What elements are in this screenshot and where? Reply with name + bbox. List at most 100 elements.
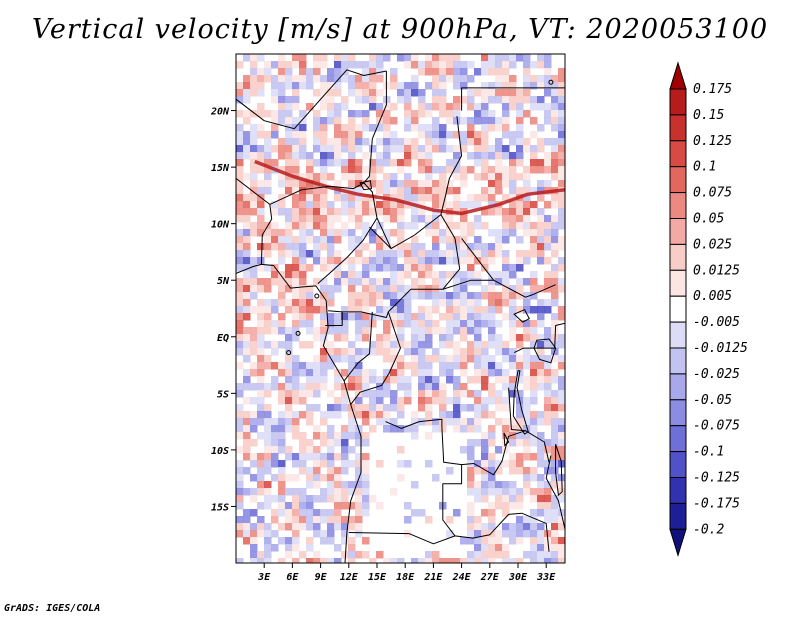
- field-cell: [369, 411, 377, 419]
- field-cell: [341, 334, 349, 342]
- field-cell: [523, 229, 531, 237]
- colorbar-label: -0.1: [693, 445, 724, 460]
- field-cell: [502, 481, 510, 489]
- field-cell: [488, 411, 496, 419]
- field-cell: [327, 453, 335, 461]
- field-cell: [334, 54, 342, 62]
- field-cell: [348, 215, 356, 223]
- field-cell: [390, 180, 398, 188]
- field-cell: [313, 61, 321, 69]
- field-cell: [523, 110, 531, 118]
- field-cell: [355, 467, 363, 475]
- y-tick-label: 15S: [211, 502, 229, 513]
- field-cell: [362, 383, 370, 391]
- field-cell: [439, 166, 447, 174]
- field-cell: [250, 348, 258, 356]
- field-cell: [292, 495, 300, 503]
- field-cell: [278, 509, 286, 517]
- field-cell: [313, 467, 321, 475]
- field-cell: [425, 145, 433, 153]
- colorbar-segment: [669, 373, 687, 401]
- field-cell: [495, 537, 503, 545]
- field-cell: [502, 495, 510, 503]
- field-cell: [278, 439, 286, 447]
- field-cell: [383, 264, 391, 272]
- field-cell: [271, 348, 279, 356]
- field-cell: [285, 145, 293, 153]
- field-cell: [264, 250, 272, 258]
- field-cell: [271, 75, 279, 83]
- field-cell: [425, 159, 433, 167]
- field-cell: [418, 145, 426, 153]
- longitude-ticks: 3E 6E 9E 12E 15E 18E 21E 24E 27E 30E 33E: [257, 563, 556, 583]
- field-cell: [299, 383, 307, 391]
- field-cell: [264, 418, 272, 426]
- field-cell: [292, 558, 300, 563]
- field-cell: [453, 131, 461, 139]
- field-cell: [243, 453, 251, 461]
- field-cell: [397, 404, 405, 412]
- field-cell: [348, 369, 356, 377]
- field-cell: [544, 530, 552, 538]
- field-cell: [320, 516, 328, 524]
- field-cell: [425, 229, 433, 237]
- field-cell: [369, 75, 377, 83]
- field-cell: [453, 362, 461, 370]
- field-cell: [348, 362, 356, 370]
- field-cell: [327, 327, 335, 335]
- field-cell: [334, 334, 342, 342]
- field-cell: [411, 348, 419, 356]
- field-cell: [516, 355, 524, 363]
- field-cell: [453, 313, 461, 321]
- field-cell: [334, 229, 342, 237]
- field-cell: [369, 313, 377, 321]
- field-cell: [544, 285, 552, 293]
- field-cell: [495, 54, 503, 62]
- field-cell: [523, 180, 531, 188]
- field-cell: [502, 54, 510, 62]
- field-cell: [348, 558, 356, 563]
- field-cell: [537, 194, 545, 202]
- field-cell: [488, 481, 496, 489]
- field-cell: [404, 82, 412, 90]
- field-cell: [467, 404, 475, 412]
- field-cell: [481, 432, 489, 440]
- field-cell: [481, 138, 489, 146]
- field-cell: [348, 173, 356, 181]
- field-cell: [271, 544, 279, 552]
- field-cell: [404, 61, 412, 69]
- field-cell: [390, 397, 398, 405]
- field-cell: [264, 236, 272, 244]
- field-cell: [439, 383, 447, 391]
- field-cell: [327, 75, 335, 83]
- field-cell: [236, 159, 244, 167]
- field-cell: [502, 89, 510, 97]
- field-cell: [558, 159, 565, 167]
- field-cell: [369, 348, 377, 356]
- field-cell: [516, 390, 524, 398]
- field-cell: [341, 383, 349, 391]
- field-cell: [264, 383, 272, 391]
- field-cell: [320, 453, 328, 461]
- field-cell: [334, 481, 342, 489]
- field-cell: [460, 117, 468, 125]
- field-cell: [299, 432, 307, 440]
- field-cell: [306, 159, 314, 167]
- field-cell: [432, 187, 440, 195]
- field-cell: [558, 222, 565, 230]
- field-cell: [243, 152, 251, 160]
- field-cell: [551, 446, 559, 454]
- field-cell: [236, 96, 244, 104]
- field-cell: [369, 341, 377, 349]
- field-cell: [460, 96, 468, 104]
- field-cell: [306, 229, 314, 237]
- field-cell: [327, 467, 335, 475]
- field-cell: [264, 173, 272, 181]
- field-cell: [523, 404, 531, 412]
- field-cell: [299, 138, 307, 146]
- field-cell: [397, 166, 405, 174]
- field-cell: [390, 341, 398, 349]
- field-cell: [292, 292, 300, 300]
- field-cell: [467, 250, 475, 258]
- field-cell: [502, 404, 510, 412]
